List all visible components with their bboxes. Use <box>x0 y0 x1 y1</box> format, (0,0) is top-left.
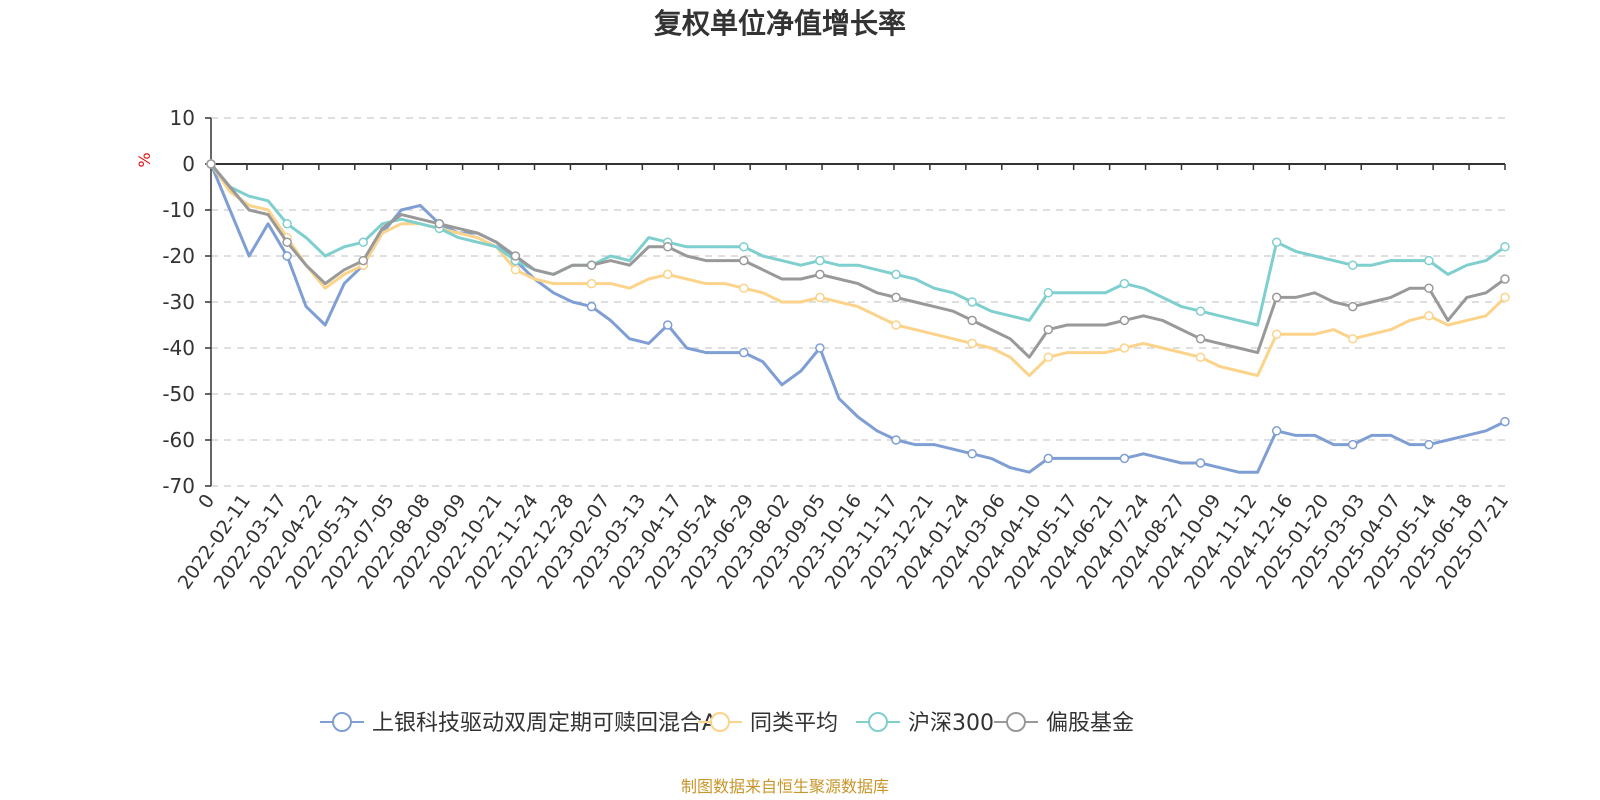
data-point <box>967 315 977 326</box>
legend-label: 沪深300 <box>908 711 994 736</box>
data-point <box>358 255 368 266</box>
data-point <box>510 251 521 261</box>
data-point <box>282 219 292 229</box>
source-note: 制图数据来自恒生聚源数据库 <box>681 777 889 796</box>
y-axis-unit: % <box>135 152 154 167</box>
data-point <box>434 219 445 229</box>
data-point <box>739 255 749 266</box>
data-point <box>1424 439 1434 450</box>
data-point <box>586 278 597 289</box>
legend-marker <box>868 712 888 732</box>
axes <box>210 118 1505 486</box>
data-point <box>1043 324 1054 335</box>
y-tick-label: -10 <box>162 198 195 222</box>
legend-item[interactable]: 偏股基金 <box>994 711 1134 736</box>
x-tick-label: 0 <box>194 490 219 513</box>
data-point <box>282 237 292 247</box>
data-point <box>891 269 901 280</box>
data-point <box>1119 453 1130 464</box>
chart-title: 复权单位净值增长率 <box>654 7 906 40</box>
data-point <box>358 237 368 247</box>
data-point <box>739 347 749 358</box>
data-point <box>1119 343 1130 353</box>
y-tick-label: 10 <box>170 106 195 130</box>
data-point <box>1500 292 1510 303</box>
data-point <box>1500 242 1510 252</box>
data-point <box>1119 278 1130 289</box>
legend-label: 上银科技驱动双周定期可赎回混合A <box>372 711 717 736</box>
legend-marker <box>1006 712 1026 732</box>
data-point <box>586 260 597 270</box>
data-point <box>1271 237 1282 247</box>
legend: 上银科技驱动双周定期可赎回混合A 同类平均 沪深300 偏股基金 <box>320 711 1134 736</box>
data-point <box>739 242 749 252</box>
data-point <box>967 297 977 307</box>
data-point <box>1271 292 1282 303</box>
y-tick-label: -60 <box>162 428 195 452</box>
y-tick-label: -20 <box>162 244 195 268</box>
data-point <box>1195 352 1206 362</box>
data-point <box>891 320 901 330</box>
data-point <box>967 449 977 459</box>
series-line <box>209 163 1507 378</box>
data-point <box>1500 416 1510 427</box>
data-point <box>206 159 216 169</box>
data-point <box>282 251 292 261</box>
data-point <box>1271 426 1282 436</box>
series-line <box>209 163 1506 327</box>
series-lines <box>206 159 1510 474</box>
data-point <box>1424 255 1434 266</box>
y-tick-labels: 10 0 -10 -20 -30 -40 -50 -60 -70 <box>162 106 211 498</box>
data-point <box>1195 306 1206 316</box>
y-tick-label: 0 <box>182 152 195 176</box>
series-line <box>209 163 1506 474</box>
legend-marker <box>332 712 352 732</box>
y-tick-label: -30 <box>162 290 195 314</box>
data-point <box>1348 334 1358 344</box>
y-tick-label: -50 <box>162 382 195 406</box>
data-point <box>1348 260 1358 270</box>
legend-item[interactable]: 上银科技驱动双周定期可赎回混合A <box>320 711 717 736</box>
data-point <box>815 343 825 353</box>
data-point <box>1043 288 1054 298</box>
data-point <box>891 292 901 303</box>
legend-label: 同类平均 <box>750 711 838 736</box>
data-point <box>1043 352 1054 362</box>
data-point <box>510 265 521 275</box>
data-point <box>815 292 825 303</box>
data-point <box>662 269 673 280</box>
data-point <box>586 301 597 312</box>
data-point <box>967 338 977 349</box>
data-point <box>1500 274 1510 284</box>
legend-item[interactable]: 沪深300 <box>856 711 994 736</box>
data-point <box>1424 283 1434 293</box>
data-point <box>739 283 749 293</box>
data-point <box>891 435 901 445</box>
data-point <box>1119 315 1130 326</box>
y-tick-label: -70 <box>162 474 195 498</box>
legend-label: 偏股基金 <box>1046 711 1134 736</box>
data-point <box>815 269 825 280</box>
data-point <box>662 242 673 252</box>
data-point <box>1043 453 1054 464</box>
y-tick-label: -40 <box>162 336 195 360</box>
data-point <box>1195 334 1206 344</box>
data-point <box>1271 329 1282 339</box>
legend-marker <box>710 712 730 732</box>
data-point <box>815 255 825 266</box>
legend-item[interactable]: 同类平均 <box>698 711 838 736</box>
data-point <box>1424 311 1434 321</box>
data-point <box>1195 458 1206 468</box>
data-point <box>1348 439 1358 450</box>
data-point <box>1348 301 1358 312</box>
series-line <box>209 163 1506 359</box>
x-tick-labels: 02022-02-112022-03-172022-04-222022-05-3… <box>174 164 1513 593</box>
grid-lines <box>211 117 1505 487</box>
data-point <box>662 320 673 330</box>
